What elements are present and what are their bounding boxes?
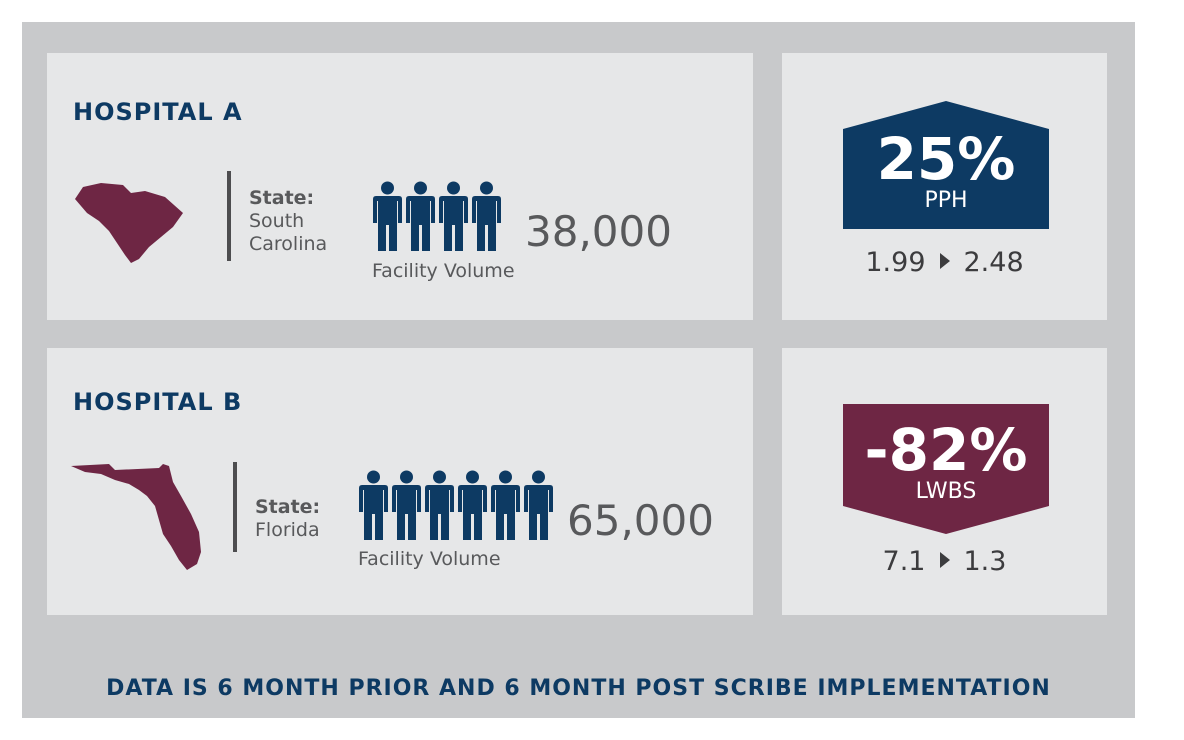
- state-name-line2: Carolina: [249, 233, 328, 255]
- person-icon: [458, 470, 487, 544]
- divider: [233, 462, 237, 552]
- person-icon: [359, 470, 388, 544]
- person-icon: [472, 181, 501, 255]
- facility-volume-people-icons: [373, 181, 501, 255]
- metric-change: 7.1 1.3: [782, 546, 1107, 577]
- facility-volume-label: Facility Volume: [372, 260, 515, 282]
- hospital-a-title: HOSPITAL A: [73, 98, 243, 126]
- person-icon: [439, 181, 468, 255]
- hospital-b-title: HOSPITAL B: [73, 388, 243, 416]
- person-icon: [524, 470, 553, 544]
- facility-volume-people-icons: [359, 470, 553, 544]
- hospital-b-metric-panel: -82% LWBS 7.1 1.3: [782, 348, 1107, 615]
- metric-name: LWBS: [915, 479, 977, 504]
- metric-before: 7.1: [882, 546, 926, 577]
- metric-percent: 25%: [876, 125, 1016, 193]
- facility-volume-value: 38,000: [525, 207, 672, 256]
- state-info: State: Florida: [255, 496, 320, 542]
- metric-name: PPH: [924, 188, 968, 213]
- lwbs-badge: -82% LWBS: [843, 404, 1049, 534]
- person-icon: [491, 470, 520, 544]
- florida-map-icon: [71, 464, 201, 570]
- state-info: State: South Carolina: [249, 187, 327, 256]
- person-icon: [392, 470, 421, 544]
- pph-badge: 25% PPH: [843, 101, 1049, 229]
- metric-after: 1.3: [963, 546, 1007, 577]
- person-icon: [406, 181, 435, 255]
- hospital-a-panel: HOSPITAL A State: South Carolina 38,000 …: [47, 53, 753, 320]
- state-label: State:: [249, 187, 315, 209]
- metric-change: 1.99 2.48: [782, 247, 1107, 278]
- metric-percent: -82%: [864, 416, 1028, 484]
- metric-after: 2.48: [963, 247, 1024, 278]
- divider: [227, 171, 231, 261]
- footer-note: DATA IS 6 MONTH PRIOR AND 6 MONTH POST S…: [106, 676, 1051, 701]
- state-name-line1: South: [249, 210, 305, 232]
- state-name-line1: Florida: [255, 519, 320, 541]
- facility-volume-value: 65,000: [567, 496, 714, 545]
- hospital-b-panel: HOSPITAL B State: Florida 65,000 Facilit…: [47, 348, 753, 615]
- state-label: State:: [255, 496, 321, 518]
- metric-before: 1.99: [865, 247, 926, 278]
- person-icon: [425, 470, 454, 544]
- person-icon: [373, 181, 402, 255]
- south-carolina-map-icon: [75, 183, 183, 263]
- hospital-a-metric-panel: 25% PPH 1.99 2.48: [782, 53, 1107, 320]
- arrow-right-icon: [939, 253, 950, 269]
- arrow-right-icon: [939, 552, 950, 568]
- facility-volume-label: Facility Volume: [358, 548, 501, 570]
